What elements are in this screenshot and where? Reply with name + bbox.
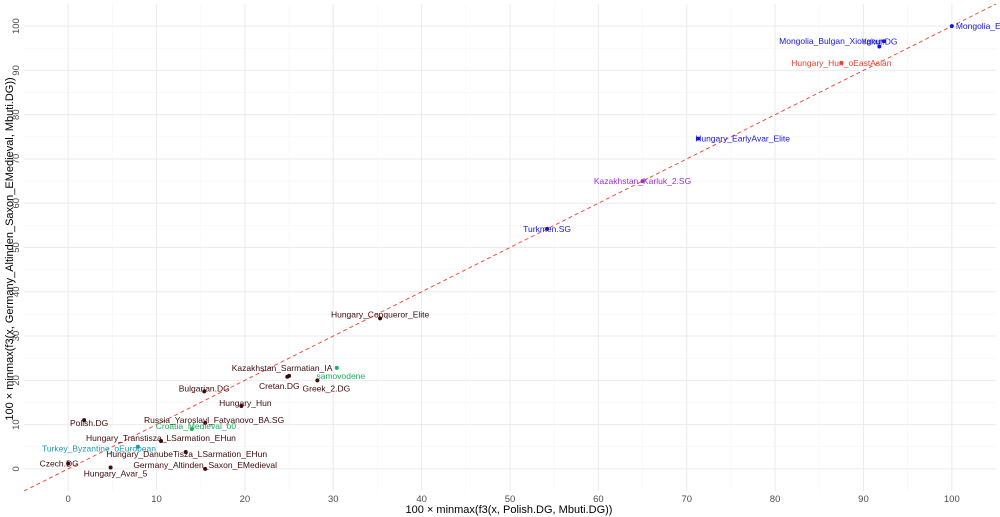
x-tick-label: 90 — [858, 494, 869, 505]
x-tick-label: 40 — [416, 494, 427, 505]
data-point — [202, 389, 207, 394]
point-label: samovodene — [316, 371, 365, 381]
point-label: Turkey_Byzantine_oEuropean — [42, 444, 156, 454]
y-tick-label: 80 — [11, 109, 22, 120]
y-tick-label: 50 — [11, 242, 22, 253]
point-label: Hungary_Transtisza_LSarmation_EHun — [86, 433, 236, 443]
data-point — [183, 450, 188, 455]
point-label: Greek_2.DG — [303, 383, 351, 393]
data-point — [334, 365, 339, 370]
data-point — [839, 60, 844, 65]
point-label: Mongolia_EIA_SlabGrave_1 — [956, 21, 1000, 31]
point-label: Croatia_Medieval_o0 — [156, 421, 237, 431]
gridlines — [24, 4, 996, 491]
point-label: Bulgarian.DG — [179, 383, 230, 393]
y-tick-label: 40 — [11, 286, 22, 297]
y-tick-label: 70 — [11, 154, 22, 165]
data-point — [82, 418, 87, 423]
data-point — [881, 39, 886, 44]
point-label: Hungary_EarlyAvar_Elite — [695, 134, 790, 144]
point-labels: Mongolia_EIA_SlabGrave_1 Mongolia_Bulgan_… — [40, 21, 1000, 478]
y-axis-title: 100 × minmax(f3(x, Germany_Altinden_Saxo… — [4, 77, 16, 420]
x-tick-label: 10 — [151, 494, 162, 505]
point-label: Cretan.DG — [259, 381, 300, 391]
point-label: Polish.DG — [70, 418, 108, 428]
x-tick-label: 50 — [505, 494, 516, 505]
data-point — [66, 461, 71, 466]
data-point — [315, 378, 320, 383]
axis-ticks: 0 10 20 30 40 50 60 70 80 90 100 0 10 20 30 40 50 60 70 80 9… — [11, 18, 960, 505]
point-label: Mongolia_Bulgan_Xiongnu — [779, 36, 881, 46]
data-point — [877, 44, 882, 49]
data-point — [285, 374, 290, 379]
data-point — [378, 316, 383, 321]
data-points — [66, 24, 954, 471]
point-label: Yakut.DG — [861, 37, 897, 47]
x-tick-label: 0 — [66, 494, 71, 505]
data-point — [203, 420, 208, 425]
y-tick-label: 10 — [11, 419, 22, 430]
y-tick-label: 30 — [11, 331, 22, 342]
data-point — [189, 427, 194, 432]
point-label: Hungary_DanubeTisza_LSarmation_EHun — [106, 449, 267, 459]
data-point — [135, 444, 140, 449]
data-point — [108, 465, 113, 470]
point-label: Kazakhstan_Karluk_2.SG — [594, 176, 691, 186]
point-label: Russia_Yaroslavl_Fatyanovo_BA.SG — [144, 415, 284, 425]
point-label: Germany_Altinden_Saxon_EMedieval — [133, 460, 277, 470]
point-label: Hungary_Hun_oEastAsian — [791, 58, 891, 68]
data-point — [158, 438, 163, 443]
y-tick-label: 60 — [11, 198, 22, 209]
point-label: Czech.DG — [40, 459, 79, 469]
data-point — [640, 179, 645, 184]
x-tick-label: 70 — [681, 494, 692, 505]
data-point — [239, 403, 244, 408]
x-axis-title: 100 × minmax(f3(x, Polish.DG, Mbuti.DG)) — [406, 504, 613, 516]
x-tick-label: 80 — [770, 494, 781, 505]
y-tick-label: 100 — [11, 18, 22, 34]
reference-line-layer — [23, 3, 997, 492]
point-label: Turkmen.SG — [523, 224, 571, 234]
y-tick-label: 0 — [11, 466, 22, 471]
x-tick-label: 30 — [328, 494, 339, 505]
data-point — [696, 136, 701, 141]
point-label: Hungary_Conqueror_Elite — [331, 309, 430, 319]
point-label: Hungary_Hun — [219, 398, 272, 408]
point-label: Hungary_Avar_5 — [84, 469, 148, 479]
x-tick-label: 100 — [944, 494, 960, 505]
data-point — [949, 24, 954, 29]
reference-line — [23, 3, 997, 492]
x-tick-label: 60 — [593, 494, 604, 505]
data-point — [203, 466, 208, 471]
point-label: Kazakhstan_Sarmatian_IA — [232, 363, 333, 373]
y-tick-label: 90 — [11, 65, 22, 76]
data-point — [545, 226, 550, 231]
x-tick-label: 20 — [240, 494, 251, 505]
y-tick-label: 20 — [11, 375, 22, 386]
